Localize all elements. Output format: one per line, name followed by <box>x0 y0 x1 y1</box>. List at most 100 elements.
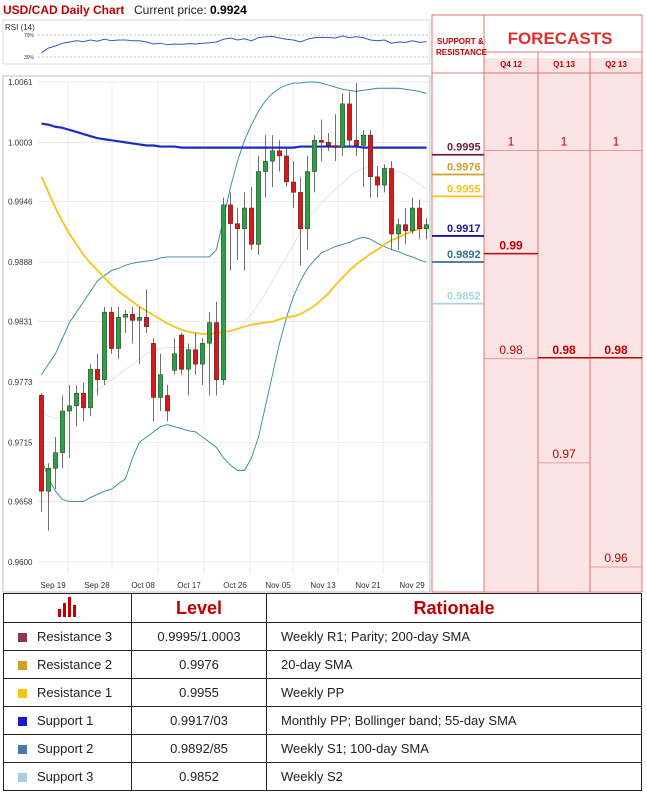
candle-body <box>53 452 58 469</box>
chart-bar-icon-cell <box>3 593 132 623</box>
candle-body <box>200 343 205 365</box>
sr-level-label: 0.9917 <box>447 223 481 235</box>
rsi-tick-30: 30% <box>24 55 35 61</box>
candle-body <box>151 343 156 398</box>
level-color-swatch <box>18 717 27 726</box>
candle-body <box>410 207 415 232</box>
level-name: Support 2 <box>37 741 94 756</box>
candle-body <box>368 134 373 177</box>
candle-body <box>67 405 72 412</box>
current-price-value: 0.9924 <box>210 3 247 17</box>
y-tick-label: 1.0061 <box>8 78 33 87</box>
level-rows: Resistance 3 0.9995/1.0003 Weekly R1; Pari… <box>3 622 642 791</box>
level-row: Support 3 0.9852 Weekly S2 <box>3 762 642 791</box>
candles <box>39 83 429 531</box>
sr-level-label: 0.9995 <box>447 142 481 154</box>
candle-body <box>172 353 177 371</box>
y-tick-label: 0.9831 <box>8 317 33 326</box>
level-rationale: Weekly S2 <box>266 762 642 791</box>
candle-body <box>291 181 296 193</box>
sr-levels: 0.9995 0.9976 0.9955 0.9917 0.9892 0.9852 <box>432 142 484 305</box>
level-color-swatch <box>18 661 27 670</box>
candle-body <box>396 224 401 235</box>
rationale-header: Rationale <box>266 593 642 623</box>
forecast-value: 0.98 <box>499 343 523 357</box>
level-name: Resistance 2 <box>37 657 113 672</box>
candle-body <box>123 313 128 318</box>
level-rationale: Weekly PP <box>266 678 642 707</box>
levels-table-header: Level Rationale <box>3 593 642 623</box>
candle-body <box>74 393 79 407</box>
grid <box>38 81 430 574</box>
level-value: 0.9995/1.0003 <box>131 622 267 651</box>
candle-body <box>46 468 51 492</box>
candle-body <box>116 317 121 349</box>
candle-body <box>354 140 359 146</box>
level-color-swatch <box>18 633 27 642</box>
forecast-panel: SUPPORT & RESISTANCE FORECASTS Q4 12 Q1 1… <box>431 14 643 593</box>
level-name-cell: Support 3 <box>3 762 132 791</box>
x-tick-label: Nov 21 <box>355 581 381 590</box>
rsi-line <box>41 35 427 54</box>
y-tick-label: 0.9773 <box>8 378 33 387</box>
candle-body <box>375 176 380 186</box>
candle-body <box>137 317 142 321</box>
current-price: Current price: 0.9924 <box>134 3 247 17</box>
current-price-label: Current price: <box>134 3 207 17</box>
candle-body <box>88 369 93 409</box>
rsi-label: RSI (14) <box>5 23 35 32</box>
forecast-value: 1 <box>561 135 568 149</box>
candle-body <box>144 317 149 327</box>
level-name-cell: Support 2 <box>3 734 132 763</box>
sr-level-label: 0.9892 <box>447 249 481 261</box>
usdcad-chart: RSI (14) 70% 30% 1.0061 1.0003 0.9946 0.988… <box>2 14 643 593</box>
candle-body <box>333 145 338 148</box>
level-row: Resistance 3 0.9995/1.0003 Weekly R1; Pari… <box>3 622 642 651</box>
candle-body <box>347 103 352 141</box>
candle-body <box>193 349 198 365</box>
level-rationale: Monthly PP; Bollinger band; 55-day SMA <box>266 706 642 735</box>
level-row: Support 2 0.9892/85 Weekly S1; 100-day SMA <box>3 734 642 763</box>
level-color-swatch <box>18 773 27 782</box>
x-axis: Sep 19 Sep 28 Oct 08 Oct 17 Oct 26 Nov 05 Nov … <box>40 581 425 590</box>
candle-body <box>256 171 261 245</box>
y-axis: 1.0061 1.0003 0.9946 0.9888 0.9831 0.9773 0.97… <box>8 78 33 567</box>
forecast-col-q4-12: Q4 12 <box>500 60 522 69</box>
x-tick-label: Oct 08 <box>131 581 155 590</box>
bar-chart-icon <box>57 596 76 617</box>
sr-header: SUPPORT & RESISTANCE <box>436 37 488 57</box>
level-value: 0.9892/85 <box>131 734 267 763</box>
sma200-line <box>41 122 427 149</box>
forecast-bg <box>484 58 642 591</box>
level-color-swatch <box>18 689 27 698</box>
level-value: 0.9955 <box>131 678 267 707</box>
candle-body <box>130 313 135 321</box>
level-header: Level <box>131 593 267 623</box>
candle-body <box>305 171 310 230</box>
candle-body <box>263 160 268 172</box>
candle-body <box>179 334 184 370</box>
candle-body <box>158 374 163 398</box>
forecast-title: FORECASTS <box>508 29 613 48</box>
candle-body <box>270 150 275 162</box>
level-name-cell: Support 1 <box>3 706 132 735</box>
x-tick-label: Sep 19 <box>40 581 66 590</box>
x-tick-label: Sep 28 <box>84 581 110 590</box>
sr-level-label: 0.9955 <box>447 183 481 195</box>
chart-title: USD/CAD Daily Chart <box>3 3 125 17</box>
level-name: Support 3 <box>37 769 94 784</box>
candle-body <box>39 395 44 492</box>
candle-body <box>298 192 303 230</box>
level-row: Support 1 0.9917/03 Monthly PP; Bollinger … <box>3 706 642 735</box>
candle-body <box>235 223 240 230</box>
level-value: 0.9917/03 <box>131 706 267 735</box>
x-tick-label: Nov 13 <box>310 581 336 590</box>
candle-body <box>326 142 331 146</box>
candle-body <box>102 311 107 380</box>
y-tick-label: 0.9888 <box>8 258 33 267</box>
candle-body <box>249 207 254 245</box>
level-name: Support 1 <box>37 713 94 728</box>
candle-body <box>60 410 65 453</box>
candle-body <box>228 204 233 224</box>
y-tick-label: 1.0003 <box>8 138 33 147</box>
